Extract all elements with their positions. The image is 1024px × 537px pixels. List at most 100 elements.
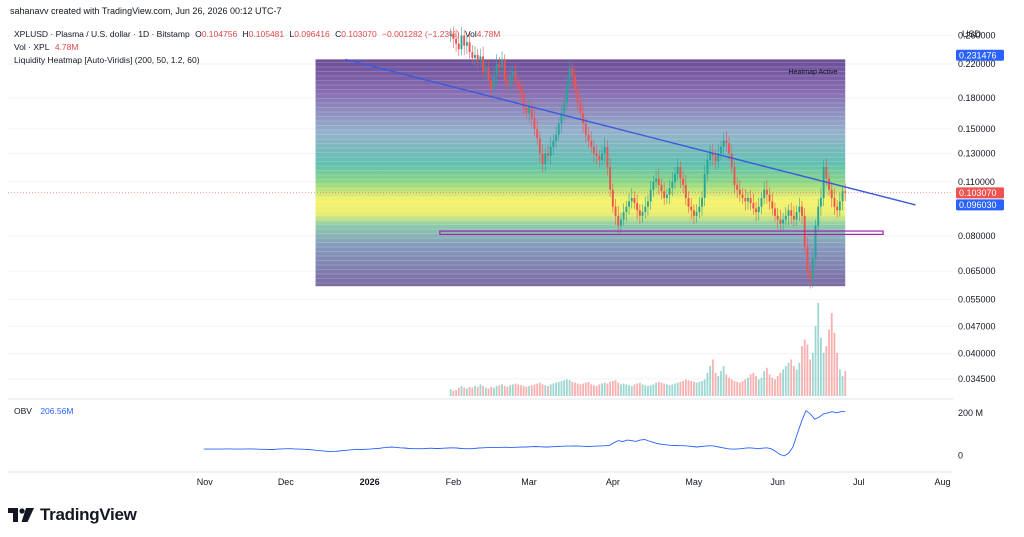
volume-bar bbox=[560, 381, 563, 396]
candle-body bbox=[717, 153, 720, 162]
volume-bar bbox=[593, 385, 595, 396]
volume-bar bbox=[768, 374, 771, 396]
volume-bar bbox=[830, 312, 833, 396]
volume-bar bbox=[709, 366, 712, 396]
candle-body bbox=[679, 166, 682, 179]
candle-body bbox=[811, 258, 814, 280]
volume-bar bbox=[828, 329, 830, 396]
price-tick-label: 0.080000 bbox=[958, 231, 996, 241]
price-badges: 0.231476 0.103070 0.096030 bbox=[956, 49, 1004, 211]
candle-body bbox=[449, 34, 452, 36]
volume-bar bbox=[655, 382, 657, 396]
candle-body bbox=[784, 215, 787, 220]
candle-body bbox=[574, 75, 576, 89]
volume-bar bbox=[755, 376, 757, 396]
candle-body bbox=[517, 81, 520, 89]
volume-bar bbox=[479, 384, 482, 396]
volume-bar bbox=[568, 380, 571, 396]
candle-body bbox=[760, 197, 763, 207]
time-tick-label: Jun bbox=[770, 477, 785, 487]
volume-bar bbox=[541, 384, 544, 396]
candle-body bbox=[763, 189, 766, 198]
candle-body bbox=[833, 197, 836, 207]
candles bbox=[449, 26, 847, 289]
candle-body bbox=[776, 215, 779, 220]
trendline[interactable] bbox=[345, 58, 916, 206]
candle-body bbox=[525, 107, 528, 113]
candle-body bbox=[622, 212, 625, 220]
candle-body bbox=[530, 105, 533, 119]
tradingview-logo[interactable]: TradingView bbox=[8, 505, 137, 525]
candle-body bbox=[595, 153, 598, 156]
candle-body bbox=[687, 197, 690, 207]
candle-body bbox=[536, 129, 539, 139]
volume-bar bbox=[703, 379, 706, 396]
candle-body bbox=[801, 206, 803, 216]
currency-label: USD bbox=[962, 29, 982, 39]
volume-bar bbox=[525, 386, 528, 396]
volume-legend[interactable]: Vol · XPL 4.78M bbox=[14, 42, 81, 52]
volume-bar bbox=[579, 384, 582, 396]
obv-legend[interactable]: OBV 206.56M bbox=[14, 406, 76, 416]
brand-name: TradingView bbox=[40, 505, 137, 524]
volume-bar bbox=[795, 369, 798, 396]
candle-body bbox=[563, 102, 566, 113]
volume-bar bbox=[482, 386, 485, 396]
volume-bar bbox=[644, 385, 647, 396]
change-value: −0.001282 (−1.23%) bbox=[382, 29, 460, 39]
time-tick-label: 2026 bbox=[360, 477, 380, 487]
indicator-legend[interactable]: Liquidity Heatmap [Auto-Viridis] (200, 5… bbox=[14, 55, 203, 65]
volume-bar bbox=[752, 372, 755, 396]
vol2-label: Vol · XPL bbox=[14, 42, 50, 52]
candle-body bbox=[647, 201, 649, 207]
candle-body bbox=[557, 123, 560, 135]
volume-bar bbox=[495, 386, 498, 396]
candle-body bbox=[809, 271, 812, 280]
volume-bar bbox=[590, 384, 593, 396]
candle-body bbox=[614, 206, 617, 216]
volume-bar bbox=[822, 352, 825, 396]
volume-bar bbox=[720, 371, 722, 396]
candle-body bbox=[657, 178, 660, 185]
volume-bar bbox=[695, 382, 698, 396]
price-badge-label: 0.103070 bbox=[959, 188, 997, 198]
volume-bar bbox=[760, 377, 763, 396]
candle-body bbox=[528, 105, 531, 113]
price-badge bbox=[956, 187, 1004, 199]
volume-bar bbox=[820, 337, 822, 396]
candle-body bbox=[452, 34, 455, 39]
volume-bar bbox=[571, 381, 574, 396]
time-axis: Nov Dec 2026 Feb Mar Apr May Jun Jul Aug bbox=[197, 477, 951, 487]
price-tick-label: 0.034500 bbox=[958, 374, 996, 384]
volume-bar bbox=[763, 371, 766, 396]
volume-bar bbox=[533, 384, 536, 396]
candle-body bbox=[714, 155, 717, 162]
volume-bar bbox=[687, 380, 690, 396]
volume-bar bbox=[701, 381, 703, 396]
volume-bar bbox=[487, 388, 490, 396]
volume-bar bbox=[493, 387, 495, 396]
volume-bar bbox=[663, 383, 666, 396]
candle-body bbox=[601, 153, 603, 161]
low-value: 0.096416 bbox=[294, 29, 330, 39]
support-zone[interactable] bbox=[439, 230, 884, 235]
candle-body bbox=[460, 35, 463, 50]
volume-bar bbox=[765, 367, 768, 396]
candle-body bbox=[576, 88, 579, 103]
indicator-name: Liquidity Heatmap [Auto-Viridis] (200, 5… bbox=[14, 55, 200, 65]
volume-bar bbox=[565, 379, 568, 396]
candle-body bbox=[463, 35, 466, 46]
volume-bar bbox=[806, 344, 809, 396]
candle-body bbox=[841, 191, 844, 202]
volume-bar bbox=[738, 382, 741, 396]
candle-body bbox=[592, 146, 595, 154]
volume-bars bbox=[449, 303, 847, 396]
candle-body bbox=[555, 134, 558, 141]
volume-bar bbox=[790, 359, 793, 396]
volume-bar bbox=[484, 387, 487, 396]
time-tick-label: Apr bbox=[606, 477, 620, 487]
price-badge bbox=[956, 199, 1004, 211]
price-tick-label: 0.130000 bbox=[958, 148, 996, 158]
symbol-legend[interactable]: XPLUSD · Plasma / U.S. dollar · 1D · Bit… bbox=[14, 29, 503, 39]
obv-axis: 200 M 0 bbox=[958, 408, 983, 461]
